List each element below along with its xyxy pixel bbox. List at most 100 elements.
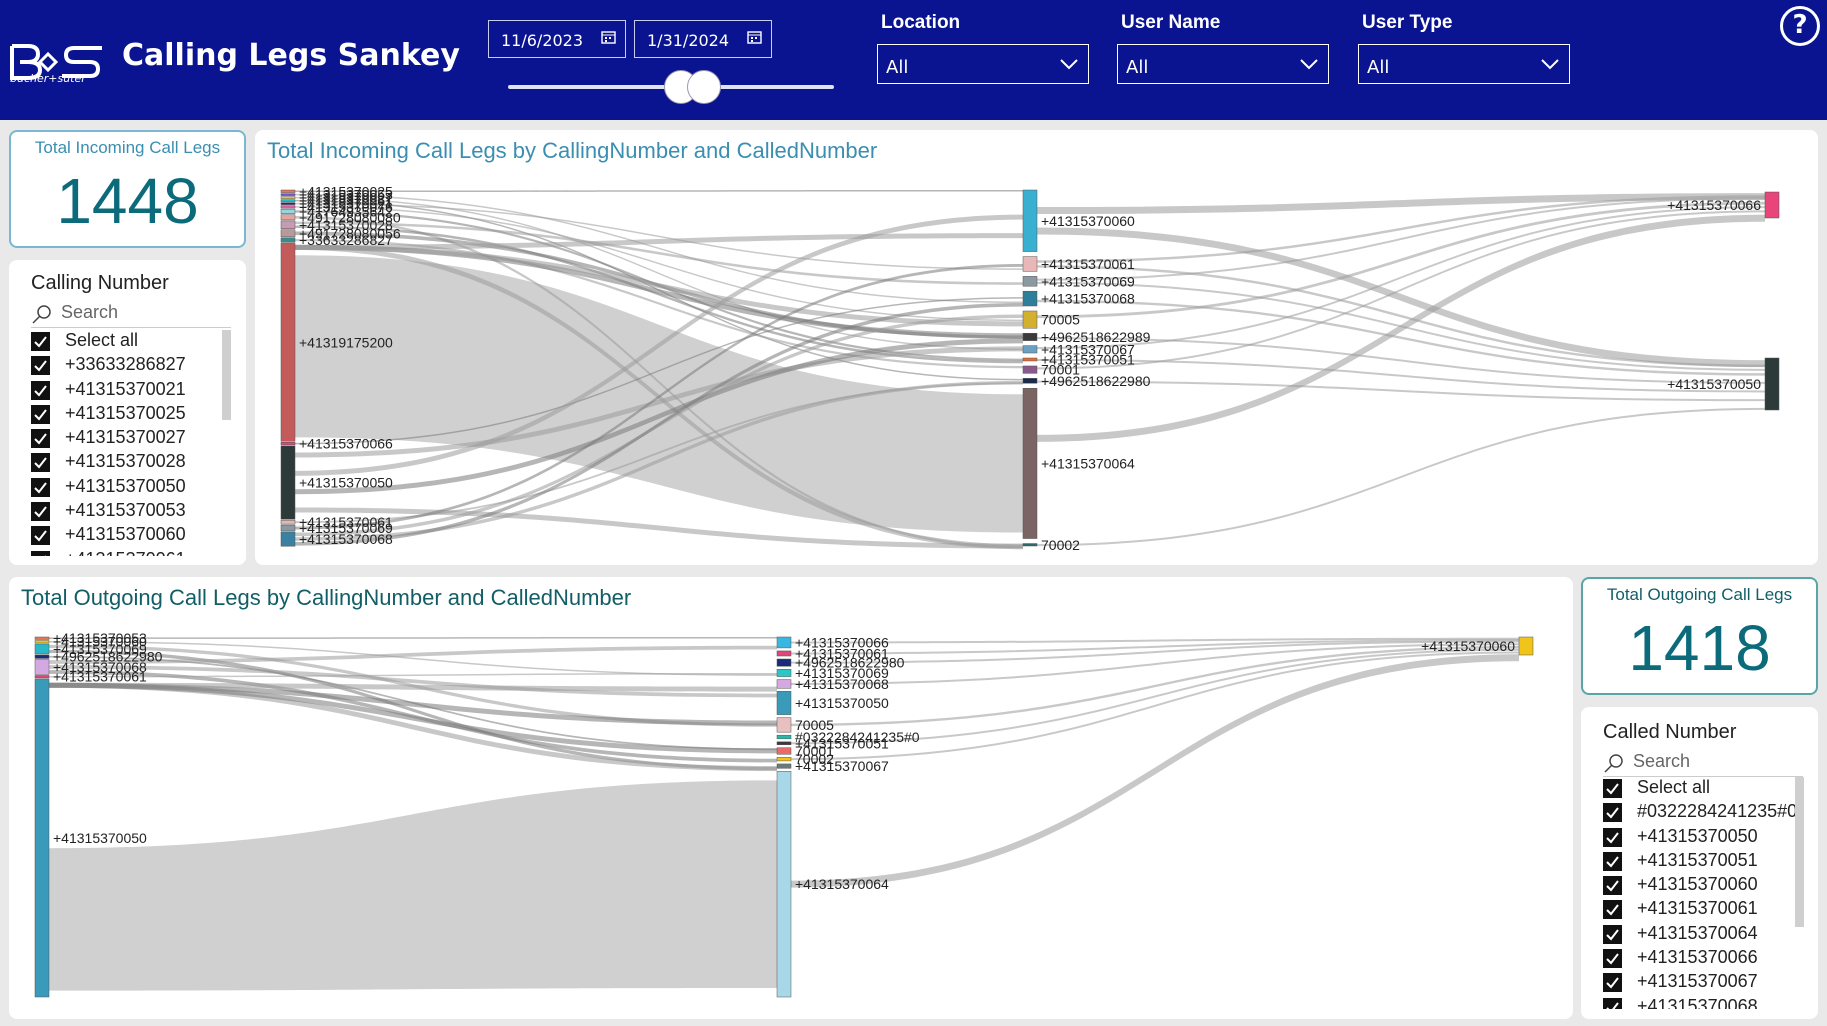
incoming-node-source[interactable] <box>280 214 296 221</box>
outgoing-flow[interactable] <box>791 643 1519 685</box>
checkbox-checked-icon[interactable] <box>1603 924 1622 944</box>
location-dropdown[interactable]: All <box>877 44 1089 84</box>
incoming-node-source[interactable] <box>280 196 296 199</box>
calling-item[interactable]: Select all <box>31 330 231 354</box>
outgoing-node-middle[interactable] <box>776 771 792 998</box>
incoming-node-middle[interactable] <box>1022 276 1038 287</box>
incoming-flow[interactable] <box>1037 197 1765 281</box>
outgoing-node-middle[interactable] <box>776 717 792 733</box>
called-item[interactable]: +41315370068 <box>1603 996 1803 1009</box>
outgoing-flow-major[interactable] <box>49 780 777 991</box>
outgoing-node-middle[interactable] <box>776 636 792 649</box>
incoming-node-middle[interactable] <box>1022 357 1038 362</box>
incoming-flow[interactable] <box>295 297 1023 445</box>
outgoing-flow[interactable] <box>49 637 777 639</box>
outgoing-flow[interactable] <box>791 654 1519 888</box>
start-date-input[interactable]: 11/6/2023 <box>488 20 626 58</box>
incoming-flow[interactable] <box>295 303 1023 546</box>
incoming-flow[interactable] <box>295 196 1023 351</box>
incoming-flow[interactable] <box>295 263 1023 530</box>
outgoing-node-middle[interactable] <box>776 658 792 667</box>
incoming-node-source[interactable] <box>280 519 296 525</box>
incoming-flow[interactable] <box>295 380 1023 541</box>
checkbox-checked-icon[interactable] <box>31 502 50 522</box>
called-item[interactable]: +41315370060 <box>1603 874 1803 898</box>
incoming-flow[interactable] <box>295 214 1023 476</box>
checkbox-checked-icon[interactable] <box>31 356 50 376</box>
called-search-input[interactable]: Search <box>1603 751 1803 777</box>
calendar-icon[interactable] <box>601 30 616 44</box>
usertype-dropdown[interactable]: All <box>1358 44 1570 84</box>
outgoing-node-middle[interactable] <box>776 763 792 769</box>
checkbox-checked-icon[interactable] <box>31 429 50 449</box>
outgoing-flow[interactable] <box>791 648 1519 745</box>
checkbox-checked-icon[interactable] <box>31 332 50 351</box>
incoming-node-middle[interactable] <box>1022 332 1038 341</box>
incoming-node-middle[interactable] <box>1022 290 1038 307</box>
incoming-node-source[interactable] <box>280 220 296 229</box>
checkbox-checked-icon[interactable] <box>31 453 50 473</box>
called-slicer-scrollbar[interactable] <box>1795 777 1804 927</box>
incoming-flow[interactable] <box>295 202 1023 270</box>
incoming-node-source[interactable] <box>280 524 296 532</box>
outgoing-node-source[interactable] <box>34 675 50 679</box>
incoming-flow-major[interactable] <box>295 255 1023 533</box>
calling-item[interactable]: +33633286827 <box>31 354 231 378</box>
outgoing-node-source[interactable] <box>34 659 50 675</box>
calling-item[interactable]: +41315370061 <box>31 549 231 556</box>
outgoing-flow[interactable] <box>791 637 1519 644</box>
outgoing-node-middle[interactable] <box>776 757 792 762</box>
outgoing-flow[interactable] <box>49 682 777 692</box>
incoming-flow[interactable] <box>295 382 1023 524</box>
incoming-node-middle[interactable] <box>1022 189 1038 252</box>
checkbox-checked-icon[interactable] <box>31 380 50 400</box>
calling-slicer-scrollbar[interactable] <box>222 330 231 420</box>
checkbox-checked-icon[interactable] <box>1603 827 1622 847</box>
called-item[interactable]: +41315370067 <box>1603 971 1803 995</box>
help-icon[interactable]: ? <box>1780 6 1820 46</box>
incoming-node-middle[interactable] <box>1022 388 1038 539</box>
outgoing-node-middle[interactable] <box>776 747 792 755</box>
incoming-node-source[interactable] <box>280 442 296 446</box>
outgoing-node-target[interactable] <box>1518 636 1534 656</box>
checkbox-checked-icon[interactable] <box>1603 876 1622 896</box>
calling-item[interactable]: +41315370050 <box>31 476 231 500</box>
called-item[interactable]: +41315370066 <box>1603 947 1803 971</box>
incoming-flow[interactable] <box>1037 214 1765 442</box>
incoming-flow[interactable] <box>1037 195 1765 263</box>
calling-search-input[interactable]: Search <box>31 302 231 328</box>
checkbox-checked-icon[interactable] <box>1603 779 1622 798</box>
incoming-flow[interactable] <box>1037 206 1765 350</box>
incoming-flow[interactable] <box>295 346 1023 458</box>
incoming-flow[interactable] <box>295 206 1023 322</box>
incoming-node-source[interactable] <box>280 189 296 193</box>
incoming-node-middle[interactable] <box>1022 365 1038 374</box>
calling-item[interactable]: +41315370025 <box>31 403 231 427</box>
incoming-node-source[interactable] <box>280 243 296 442</box>
called-item[interactable]: +41315370064 <box>1603 923 1803 947</box>
incoming-node-middle[interactable] <box>1022 543 1038 547</box>
incoming-flow[interactable] <box>1037 380 1765 402</box>
calling-item[interactable]: +41315370053 <box>31 500 231 524</box>
calling-item[interactable]: +41315370027 <box>31 427 231 451</box>
incoming-flow[interactable] <box>1037 210 1765 370</box>
outgoing-node-middle[interactable] <box>776 734 792 740</box>
slider-end-handle[interactable] <box>686 70 721 104</box>
outgoing-flow[interactable] <box>49 682 777 754</box>
incoming-flow[interactable] <box>1037 227 1765 368</box>
incoming-flow[interactable] <box>1037 299 1765 376</box>
outgoing-flow[interactable] <box>49 645 777 664</box>
incoming-node-middle[interactable] <box>1022 256 1038 272</box>
outgoing-flow[interactable] <box>49 649 777 771</box>
incoming-flow[interactable] <box>1037 193 1765 215</box>
incoming-node-source[interactable] <box>280 445 296 520</box>
incoming-flow[interactable] <box>295 244 1023 339</box>
outgoing-flow[interactable] <box>49 682 777 726</box>
incoming-flow[interactable] <box>1037 407 1765 547</box>
incoming-node-target[interactable] <box>1764 357 1780 411</box>
calendar-icon[interactable] <box>747 30 762 44</box>
incoming-flow[interactable] <box>1037 337 1765 384</box>
outgoing-node-source[interactable] <box>34 678 50 998</box>
outgoing-node-middle[interactable] <box>776 691 792 715</box>
incoming-flow[interactable] <box>1037 201 1765 319</box>
